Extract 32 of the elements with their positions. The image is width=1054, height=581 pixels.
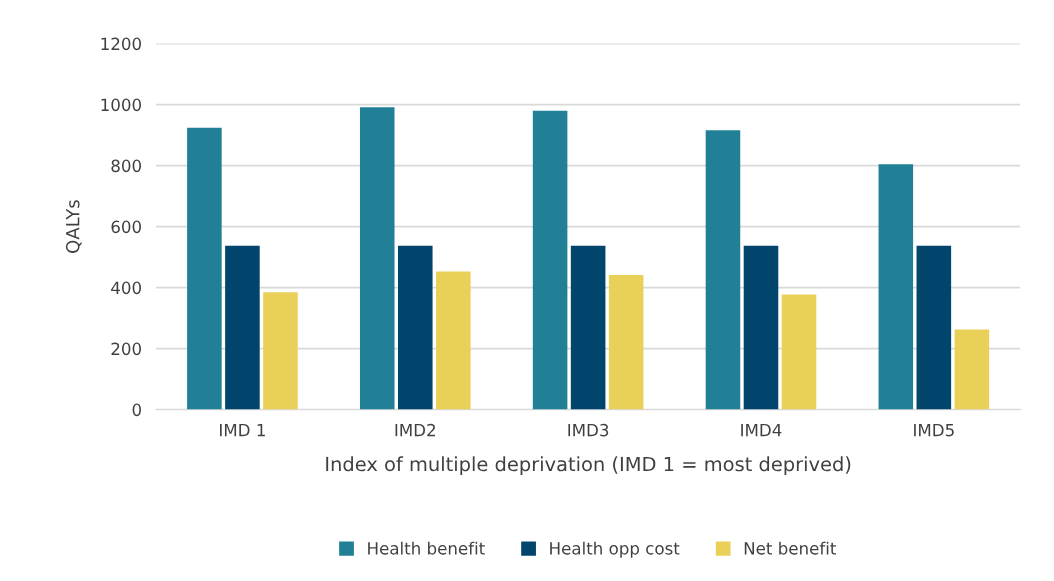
y-tick-label: 800: [111, 159, 141, 173]
legend-label: Health opp cost: [550, 541, 680, 558]
x-tick-label: IMD2: [395, 423, 435, 437]
y-tick-label: 400: [111, 281, 141, 295]
y-tick-label: 0: [132, 403, 141, 417]
bar: [705, 130, 741, 410]
bar: [397, 245, 433, 410]
bar: [187, 127, 222, 410]
bar: [954, 329, 990, 410]
bar: [263, 292, 298, 410]
y-tick-label: 200: [111, 342, 141, 356]
y-tick-label: 1200: [101, 37, 141, 51]
x-tick-label: IMD 1: [220, 424, 265, 437]
bar: [916, 245, 952, 410]
bar: [436, 271, 471, 410]
bar: [570, 245, 606, 410]
y-tick-label: 1000: [101, 98, 141, 112]
legend-label: Net benefit: [744, 541, 836, 555]
bar: [878, 164, 914, 410]
y-tick-label: 600: [111, 220, 141, 234]
x-tick-label: IMD5: [914, 424, 954, 437]
y-axis-title: QALYs: [65, 200, 82, 253]
x-tick-label: IMD3: [568, 423, 609, 437]
bar: [608, 275, 644, 410]
bar: [743, 245, 779, 410]
bar: [532, 110, 568, 410]
x-tick-label: IMD4: [741, 424, 782, 437]
x-axis-title: Index of multiple deprivation (IMD 1 = most deprived): [326, 456, 851, 476]
bar: [781, 294, 817, 410]
bar: [359, 107, 395, 410]
bar: [225, 245, 260, 410]
legend-label: Health benefit: [368, 541, 485, 555]
